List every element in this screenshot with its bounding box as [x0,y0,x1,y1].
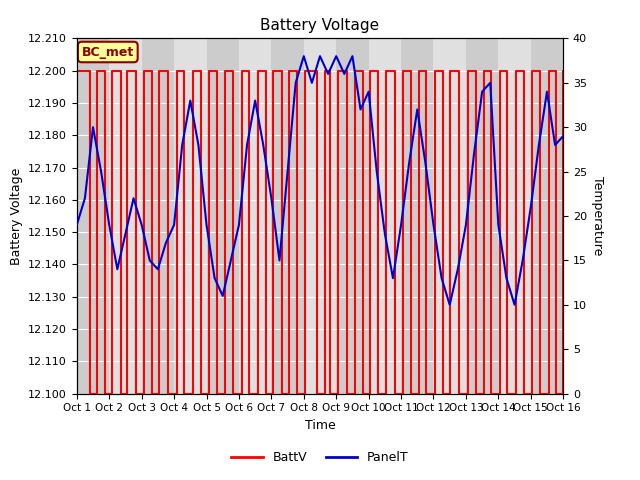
Bar [141,38,174,394]
Bar [369,38,401,394]
Y-axis label: Temperature: Temperature [591,176,604,256]
Text: BC_met: BC_met [82,46,134,59]
X-axis label: Time: Time [305,419,335,432]
Legend: BattV, PanelT: BattV, PanelT [227,446,413,469]
Bar [433,38,466,394]
Bar [336,38,369,394]
Bar [304,38,336,394]
Bar [239,38,271,394]
Bar [531,38,563,394]
Bar [271,38,304,394]
Bar [109,38,141,394]
Bar [466,38,499,394]
Bar [174,38,207,394]
Bar [401,38,433,394]
Title: Battery Voltage: Battery Voltage [260,18,380,33]
Bar [499,38,531,394]
Y-axis label: Battery Voltage: Battery Voltage [10,168,22,264]
Bar [77,38,109,394]
Bar [207,38,239,394]
